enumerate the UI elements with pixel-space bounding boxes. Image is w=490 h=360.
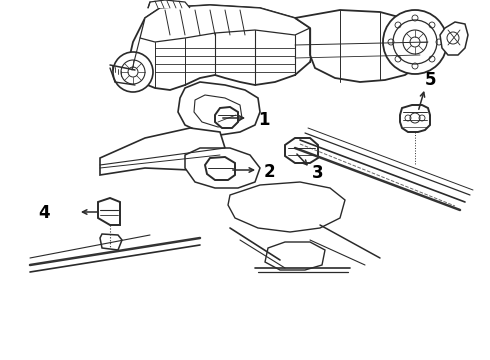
Polygon shape bbox=[265, 242, 325, 270]
Polygon shape bbox=[285, 138, 318, 163]
Polygon shape bbox=[178, 82, 260, 135]
Text: 5: 5 bbox=[424, 71, 436, 89]
Text: 3: 3 bbox=[312, 164, 324, 182]
Polygon shape bbox=[440, 22, 468, 55]
Polygon shape bbox=[130, 5, 315, 90]
Text: 1: 1 bbox=[258, 111, 270, 129]
Polygon shape bbox=[205, 157, 235, 180]
Polygon shape bbox=[215, 107, 238, 128]
Circle shape bbox=[113, 52, 153, 92]
Circle shape bbox=[393, 20, 437, 64]
Circle shape bbox=[383, 10, 447, 74]
Polygon shape bbox=[400, 105, 430, 132]
Polygon shape bbox=[185, 148, 260, 188]
Polygon shape bbox=[100, 234, 122, 250]
Polygon shape bbox=[228, 182, 345, 232]
Circle shape bbox=[403, 30, 427, 54]
Polygon shape bbox=[100, 128, 225, 175]
Text: 2: 2 bbox=[264, 163, 275, 181]
Polygon shape bbox=[98, 198, 120, 225]
Polygon shape bbox=[295, 10, 428, 82]
Polygon shape bbox=[140, 5, 310, 42]
Polygon shape bbox=[148, 0, 190, 8]
Polygon shape bbox=[194, 95, 242, 127]
Text: 4: 4 bbox=[38, 204, 50, 222]
